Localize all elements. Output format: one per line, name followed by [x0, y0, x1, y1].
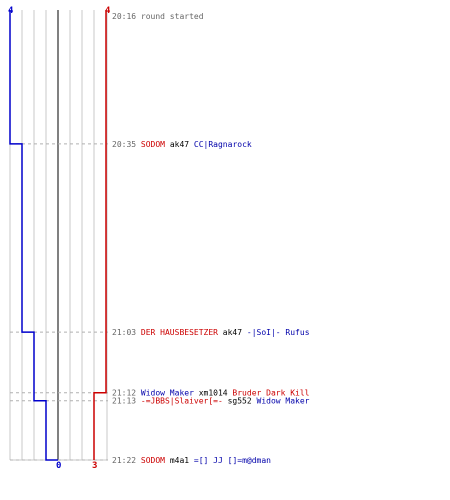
player-grid [9, 10, 108, 461]
event-player: DER HAUSBESETZER [141, 328, 223, 337]
event-player: Widow Maker [141, 389, 199, 398]
event-time: 21:13 [112, 397, 141, 406]
event-labels: 4 4 0 3 20:16 round started 20:35 SODOM ak47 … [8, 6, 310, 471]
event-player: -=JBBS|Slaiver[=- [141, 397, 228, 406]
event-label: 20:16 round started [112, 12, 204, 21]
event-weapon: xm1014 [199, 389, 233, 398]
event-weapon: ak47 [223, 328, 247, 337]
event-player: =[] JJ []=m@dman [194, 456, 271, 465]
event-time: 21:03 [112, 328, 141, 337]
event-player: SODOM [141, 140, 170, 149]
team-step-lines [9, 10, 107, 461]
event-label: 21:13 -=JBBS|Slaiver[=- sg552 Widow Make… [112, 397, 310, 406]
left-team-end-count: 0 [56, 461, 61, 471]
event-player: round started [141, 12, 204, 21]
event-label: 21:22 SODOM m4a1 =[] JJ []=m@dman [112, 456, 271, 465]
event-time: 21:12 [112, 389, 141, 398]
event-player: CC|Ragnarock [194, 140, 252, 149]
left-team-start-count: 4 [8, 6, 14, 16]
event-weapon: ak47 [170, 140, 194, 149]
event-time: 20:35 [112, 140, 141, 149]
left-team-step-line [9, 10, 58, 461]
event-label: 21:12 Widow Maker xm1014 Bruder Dark Kil… [112, 389, 310, 398]
event-player: -|SoI|- Rufus [247, 328, 310, 337]
event-player: SODOM [141, 456, 170, 465]
right-team-end-count: 3 [92, 461, 97, 471]
event-guides [10, 143, 108, 461]
right-team-start-count: 4 [105, 6, 111, 16]
event-weapon: sg552 [228, 397, 257, 406]
event-label: 21:03 DER HAUSBESETZER ak47 -|SoI|- Rufu… [112, 328, 310, 337]
event-weapon: m4a1 [170, 456, 194, 465]
right-team-step-line [93, 10, 107, 460]
event-player: Widow Maker [257, 397, 310, 406]
event-time: 21:22 [112, 456, 141, 465]
event-player: Bruder Dark Kill [232, 389, 309, 398]
event-label: 20:35 SODOM ak47 CC|Ragnarock [112, 140, 252, 149]
event-time: 20:16 [112, 12, 141, 21]
